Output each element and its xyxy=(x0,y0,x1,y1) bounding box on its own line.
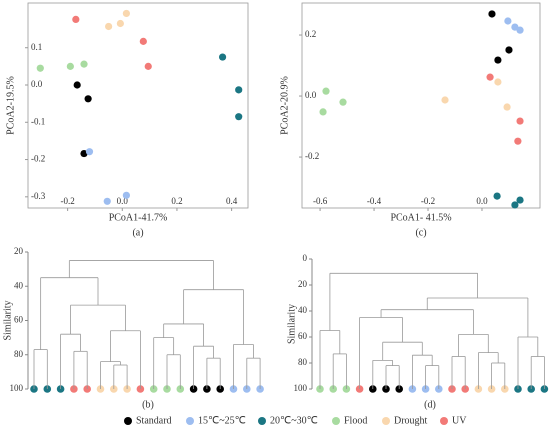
y-tick-label: -0.2 xyxy=(305,151,319,161)
y-tick-label: 0.2 xyxy=(305,29,316,39)
point xyxy=(486,73,494,81)
x-tick-label: 0.0 xyxy=(476,196,488,206)
point xyxy=(235,113,243,121)
point xyxy=(235,86,243,94)
point xyxy=(504,17,512,25)
legend-swatch xyxy=(332,417,340,425)
point xyxy=(105,22,113,31)
plot-frame xyxy=(27,2,249,209)
y-tick-label: 0.0 xyxy=(305,90,317,100)
y-tick-label: 0.1 xyxy=(31,42,42,52)
plot-frame xyxy=(301,2,541,209)
point xyxy=(319,108,327,116)
point xyxy=(339,98,347,106)
legend-label: 20℃~30℃ xyxy=(270,415,318,426)
point xyxy=(516,196,524,204)
point xyxy=(139,37,147,45)
legend-swatch xyxy=(382,417,390,425)
point xyxy=(36,64,44,72)
legend-swatch xyxy=(186,417,194,425)
y-axis-label: PCoA2-20.9% xyxy=(279,76,290,135)
y-tick-label: 0 xyxy=(303,253,308,263)
point xyxy=(122,191,130,199)
point xyxy=(72,15,80,23)
x-tick-label: -0.2 xyxy=(421,196,435,206)
point xyxy=(514,137,522,145)
legend-label: Flood xyxy=(344,415,367,426)
point xyxy=(116,19,124,28)
legend-swatch xyxy=(440,417,448,425)
y-tick-label: -0.2 xyxy=(31,154,45,164)
legend-label: UV xyxy=(452,415,467,426)
point xyxy=(494,56,502,64)
point xyxy=(493,192,501,200)
legend-label: Drought xyxy=(394,415,428,426)
point xyxy=(511,201,519,209)
legend-label: Standard xyxy=(136,415,172,426)
caption: (a) xyxy=(132,227,143,238)
point xyxy=(505,46,513,54)
x-axis-label: PCoA1- 41.5% xyxy=(390,212,451,223)
y-tick-label: 20 xyxy=(14,246,24,256)
y-tick-label: 40 xyxy=(14,280,24,290)
point xyxy=(322,87,330,95)
x-tick-label: -0.2 xyxy=(61,196,75,206)
point xyxy=(122,9,130,18)
y-axis-label: Similarity xyxy=(286,304,297,344)
caption: (c) xyxy=(415,227,426,238)
y-tick-label: -0.1 xyxy=(31,116,45,126)
point xyxy=(84,95,92,103)
point xyxy=(80,60,88,68)
point xyxy=(494,78,502,86)
y-tick-label: 80 xyxy=(298,357,308,367)
point xyxy=(85,148,94,156)
y-axis-label: Similarity xyxy=(2,301,13,341)
y-tick-label: 100 xyxy=(294,383,308,393)
caption: (d) xyxy=(424,399,436,410)
y-tick-label: 100 xyxy=(10,383,24,393)
point xyxy=(80,149,88,158)
y-tick-label: -0.3 xyxy=(31,191,46,201)
legend-label: 15℃~25℃ xyxy=(198,415,246,426)
point xyxy=(516,26,524,34)
y-tick-label: 60 xyxy=(14,315,24,325)
point xyxy=(66,62,74,70)
x-tick-label: 0.2 xyxy=(171,196,182,206)
y-tick-label: 40 xyxy=(298,305,308,315)
y-tick-label: 20 xyxy=(298,279,308,289)
y-tick-label: 80 xyxy=(14,349,24,359)
point xyxy=(488,10,496,18)
x-tick-label: 0.4 xyxy=(226,196,238,206)
point xyxy=(503,103,511,111)
point xyxy=(516,117,524,125)
caption: (b) xyxy=(142,399,154,410)
x-axis-label: PCoA1-41.7% xyxy=(109,212,168,223)
legend-swatch xyxy=(124,417,132,425)
y-tick-label: 60 xyxy=(298,331,308,341)
point xyxy=(73,81,81,89)
y-axis-label: PCoA2-19.5% xyxy=(5,76,16,135)
point xyxy=(103,197,111,205)
x-tick-label: 0.0 xyxy=(117,196,129,206)
y-tick-label: 0.0 xyxy=(31,79,43,89)
x-tick-label: -0.4 xyxy=(367,196,382,206)
legend-swatch xyxy=(258,417,266,425)
x-tick-label: -0.6 xyxy=(313,196,328,206)
point xyxy=(144,62,152,70)
point xyxy=(441,96,449,104)
point xyxy=(218,53,227,61)
